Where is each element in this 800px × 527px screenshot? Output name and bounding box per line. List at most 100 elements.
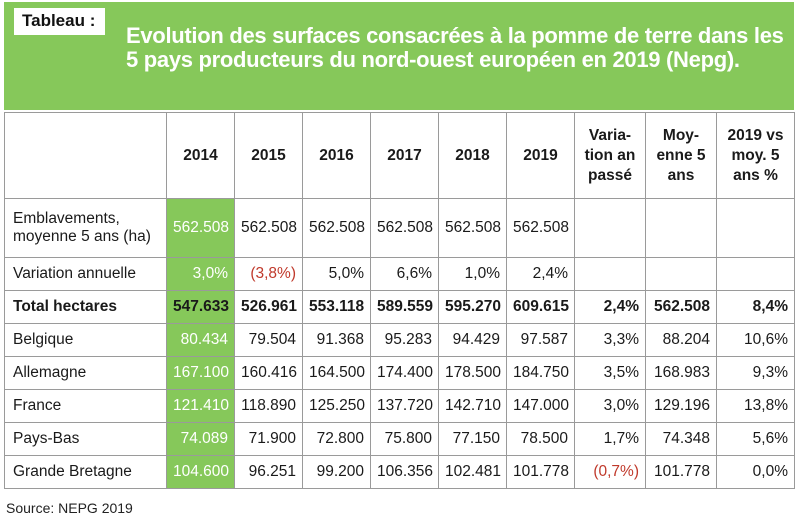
table-row: Pays-Bas 74.089 71.900 72.800 75.800 77.150 78… <box>4 422 795 456</box>
row-label: Variation annuelle <box>4 257 167 291</box>
table-cell: 3,0% <box>166 257 235 291</box>
column-header: 2018 <box>438 112 507 199</box>
source-note: Source: NEPG 2019 <box>6 500 133 516</box>
table-cell: 78.500 <box>506 422 575 456</box>
table-cell <box>716 198 795 258</box>
table-cell: 91.368 <box>302 323 371 357</box>
table-cell: 168.983 <box>645 356 717 390</box>
table-cell: 0,0% <box>716 455 795 489</box>
table-row: Total hectares 547.633 526.961 553.118 589.5… <box>4 290 795 324</box>
table-cell: (0,7%) <box>574 455 646 489</box>
table-cell: 5,6% <box>716 422 795 456</box>
row-label: Belgique <box>4 323 167 357</box>
table-cell: 2,4% <box>506 257 575 291</box>
table-cell: 106.356 <box>370 455 439 489</box>
table-row: Allemagne 167.100 160.416 164.500 174.400 178… <box>4 356 795 390</box>
table-cell: 174.400 <box>370 356 439 390</box>
column-header: Moy-enne 5 ans <box>645 112 717 199</box>
table-cell: 75.800 <box>370 422 439 456</box>
table-cell: 125.250 <box>302 389 371 423</box>
row-label: Allemagne <box>4 356 167 390</box>
table-cell: 562.508 <box>506 198 575 258</box>
table-cell: 178.500 <box>438 356 507 390</box>
row-label: Grande Bretagne <box>4 455 167 489</box>
table-cell: 129.196 <box>645 389 717 423</box>
table-cell: 6,6% <box>370 257 439 291</box>
table-cell: 102.481 <box>438 455 507 489</box>
table-cell: 1,0% <box>438 257 507 291</box>
table-cell: 104.600 <box>166 455 235 489</box>
table-cell: 562.508 <box>370 198 439 258</box>
table-cell <box>716 257 795 291</box>
table-tag: Tableau : <box>14 8 106 35</box>
header-row: 2014 2015 2016 2017 2018 2019 Varia-tion… <box>4 112 795 199</box>
table-cell: 8,4% <box>716 290 795 324</box>
table-row: Grande Bretagne 104.600 96.251 99.200 106.35… <box>4 455 795 489</box>
table-cell: 101.778 <box>645 455 717 489</box>
table-cell: 101.778 <box>506 455 575 489</box>
table-cell: 142.710 <box>438 389 507 423</box>
table-cell: 3,5% <box>574 356 646 390</box>
table-cell: 589.559 <box>370 290 439 324</box>
table-cell: 562.508 <box>645 290 717 324</box>
row-label: France <box>4 389 167 423</box>
table-cell <box>645 257 717 291</box>
row-label: Emblavements, moyenne 5 ans (ha) <box>4 198 167 258</box>
row-label: Total hectares <box>4 290 167 324</box>
table-cell: 167.100 <box>166 356 235 390</box>
table-cell: 88.204 <box>645 323 717 357</box>
table-cell: 609.615 <box>506 290 575 324</box>
table-cell: 2,4% <box>574 290 646 324</box>
table-cell: 71.900 <box>234 422 303 456</box>
column-header: 2016 <box>302 112 371 199</box>
table-cell: 9,3% <box>716 356 795 390</box>
table-row: Belgique 80.434 79.504 91.368 95.283 94.429 97… <box>4 323 795 357</box>
corner-cell <box>4 112 167 199</box>
table-cell <box>645 198 717 258</box>
table-title: Evolution des surfaces consacrées à la p… <box>126 23 784 72</box>
data-table: 2014 2015 2016 2017 2018 2019 Varia-tion… <box>4 112 795 489</box>
table-cell: 74.089 <box>166 422 235 456</box>
table-row: France 121.410 118.890 125.250 137.720 142.71… <box>4 389 795 423</box>
table-cell: 3,0% <box>574 389 646 423</box>
table-cell: 5,0% <box>302 257 371 291</box>
row-label: Pays-Bas <box>4 422 167 456</box>
table-row: Variation annuelle 3,0% (3,8%) 5,0% 6,6% 1,0%… <box>4 257 795 291</box>
table-cell: 526.961 <box>234 290 303 324</box>
header-banner: Tableau : Evolution des surfaces consacr… <box>4 2 794 110</box>
column-header: 2019 vs moy. 5 ans % <box>716 112 795 199</box>
table-cell: 13,8% <box>716 389 795 423</box>
table-cell: (3,8%) <box>234 257 303 291</box>
table-cell: 94.429 <box>438 323 507 357</box>
column-header: 2019 <box>506 112 575 199</box>
column-header: 2017 <box>370 112 439 199</box>
table-cell: 97.587 <box>506 323 575 357</box>
table-cell: 562.508 <box>302 198 371 258</box>
table-cell: 79.504 <box>234 323 303 357</box>
table-cell: 80.434 <box>166 323 235 357</box>
table-cell: 72.800 <box>302 422 371 456</box>
table-cell: 99.200 <box>302 455 371 489</box>
table-cell: 562.508 <box>234 198 303 258</box>
table-cell: 10,6% <box>716 323 795 357</box>
table-cell: 95.283 <box>370 323 439 357</box>
table-cell: 160.416 <box>234 356 303 390</box>
table-cell: 77.150 <box>438 422 507 456</box>
table-cell: 547.633 <box>166 290 235 324</box>
table-cell: 74.348 <box>645 422 717 456</box>
column-header: Varia-tion an passé <box>574 112 646 199</box>
table-cell: 562.508 <box>166 198 235 258</box>
table-cell: 1,7% <box>574 422 646 456</box>
table-cell: 562.508 <box>438 198 507 258</box>
column-header: 2014 <box>166 112 235 199</box>
table-cell: 147.000 <box>506 389 575 423</box>
column-header: 2015 <box>234 112 303 199</box>
table-cell: 3,3% <box>574 323 646 357</box>
table-cell <box>574 257 646 291</box>
table-cell <box>574 198 646 258</box>
table-cell: 595.270 <box>438 290 507 324</box>
table-cell: 164.500 <box>302 356 371 390</box>
table-cell: 118.890 <box>234 389 303 423</box>
table-cell: 553.118 <box>302 290 371 324</box>
table-cell: 96.251 <box>234 455 303 489</box>
